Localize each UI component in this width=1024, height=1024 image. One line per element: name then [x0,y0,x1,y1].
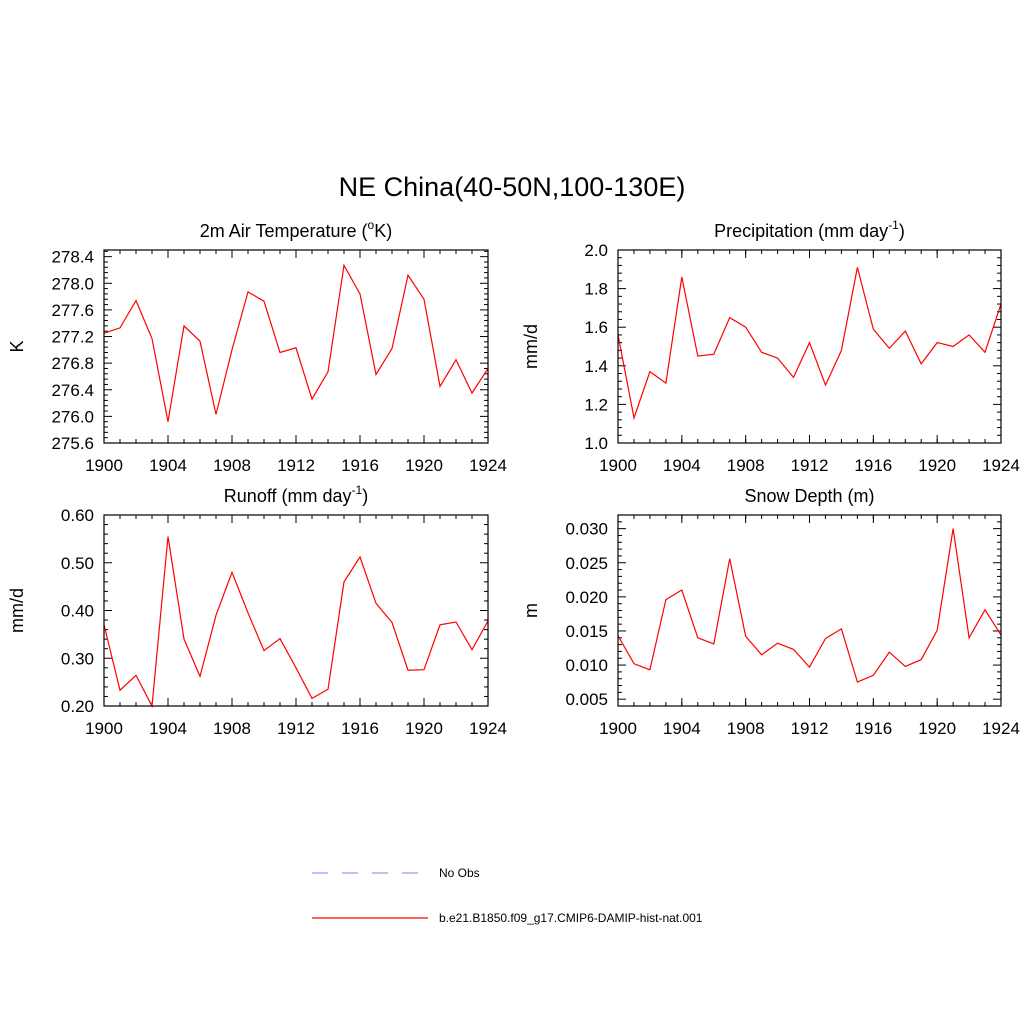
y-tick-label: 0.015 [565,622,608,641]
x-tick-label: 1904 [149,719,187,738]
x-tick-label: 1908 [213,719,251,738]
legend: No Obs b.e21.B1850.f09_g17.CMIP6-DAMIP-h… [312,866,703,925]
x-tick-label: 1904 [663,456,701,475]
y-tick-label: 275.6 [51,434,94,453]
legend-label-no-obs: No Obs [439,866,480,880]
legend-item-model: b.e21.B1850.f09_g17.CMIP6-DAMIP-hist-nat… [312,911,703,925]
y-tick-label: 276.8 [51,354,94,373]
x-tick-label: 1920 [918,719,956,738]
x-tick-label: 1908 [213,456,251,475]
y-axis-label: K [7,340,27,352]
series-line [103,263,489,422]
x-tick-label: 1912 [791,456,829,475]
panel-title: Snow Depth (m) [744,486,874,506]
plot-frame [103,249,489,444]
y-tick-label: 0.020 [565,588,608,607]
y-tick-label: 0.20 [61,697,94,716]
x-tick-label: 1924 [469,456,507,475]
plot-frame [617,249,1002,444]
y-tick-label: 1.4 [584,357,608,376]
figure-title: NE China(40-50N,100-130E) [339,172,686,202]
x-tick-label: 1900 [599,456,637,475]
x-tick-label: 1916 [341,719,379,738]
x-tick-label: 1904 [663,719,701,738]
y-tick-label: 0.60 [61,506,94,525]
y-axis-label: mm/d [521,324,541,369]
panel-runoff: Runoff (mm day-1) mm/d 1900 1904 1908 1912 191… [7,483,507,738]
panel-precipitation: Precipitation (mm day-1) mm/d 1900 1904 1908… [521,218,1020,475]
panel-title: Precipitation (mm day-1) [714,218,905,241]
series-line [103,536,489,709]
x-tick-label: 1912 [277,456,315,475]
panel-title: 2m Air Temperature (oK) [200,218,392,241]
panels: 2m Air Temperature (oK) K 1900 1904 1908 1912… [7,218,1020,738]
y-tick-label: 1.8 [584,280,608,299]
x-tick-label: 1900 [85,719,123,738]
y-tick-label: 0.010 [565,656,608,675]
x-tick-label: 1916 [341,456,379,475]
x-tick-label: 1912 [277,719,315,738]
x-tick-label: 1916 [854,456,892,475]
x-tick-label: 1900 [85,456,123,475]
x-tick-label: 1920 [405,456,443,475]
y-tick-label: 278.0 [51,274,94,293]
y-tick-label: 0.025 [565,554,608,573]
y-tick-label: 0.030 [565,520,608,539]
y-tick-label: 1.6 [584,318,608,337]
x-tick-label: 1900 [599,719,637,738]
y-tick-label: 0.30 [61,649,94,668]
x-tick-label: 1908 [727,456,765,475]
panel-title: Runoff (mm day-1) [224,483,368,506]
x-tick-label: 1920 [405,719,443,738]
x-tick-label: 1920 [918,456,956,475]
series-line [617,267,1002,421]
y-tick-label: 0.005 [565,690,608,709]
y-tick-label: 0.50 [61,554,94,573]
x-tick-label: 1908 [727,719,765,738]
plot-frame [617,514,1002,707]
x-tick-label: 1912 [791,719,829,738]
y-tick-label: 1.0 [584,434,608,453]
y-axis-label: m [521,603,541,618]
y-tick-label: 278.4 [51,248,94,267]
y-tick-label: 277.2 [51,328,94,347]
x-tick-label: 1924 [982,719,1020,738]
y-axis-label: mm/d [7,588,27,633]
x-tick-label: 1924 [982,456,1020,475]
y-tick-label: 276.4 [51,381,94,400]
legend-item-no-obs: No Obs [312,866,480,880]
x-tick-label: 1916 [854,719,892,738]
y-tick-label: 276.0 [51,407,94,426]
y-tick-label: 277.6 [51,301,94,320]
y-tick-label: 1.2 [584,395,608,414]
x-tick-label: 1904 [149,456,187,475]
y-tick-label: 2.0 [584,241,608,260]
y-tick-label: 0.40 [61,602,94,621]
plot-frame [103,514,489,707]
x-tick-label: 1924 [469,719,507,738]
legend-label-model: b.e21.B1850.f09_g17.CMIP6-DAMIP-hist-nat… [439,911,703,925]
panel-snow-depth: Snow Depth (m) m 1900 1904 1908 1912 1916 1920 1… [521,486,1020,738]
panel-temperature: 2m Air Temperature (oK) K 1900 1904 1908 1912… [7,218,507,475]
series-line [617,528,1002,683]
